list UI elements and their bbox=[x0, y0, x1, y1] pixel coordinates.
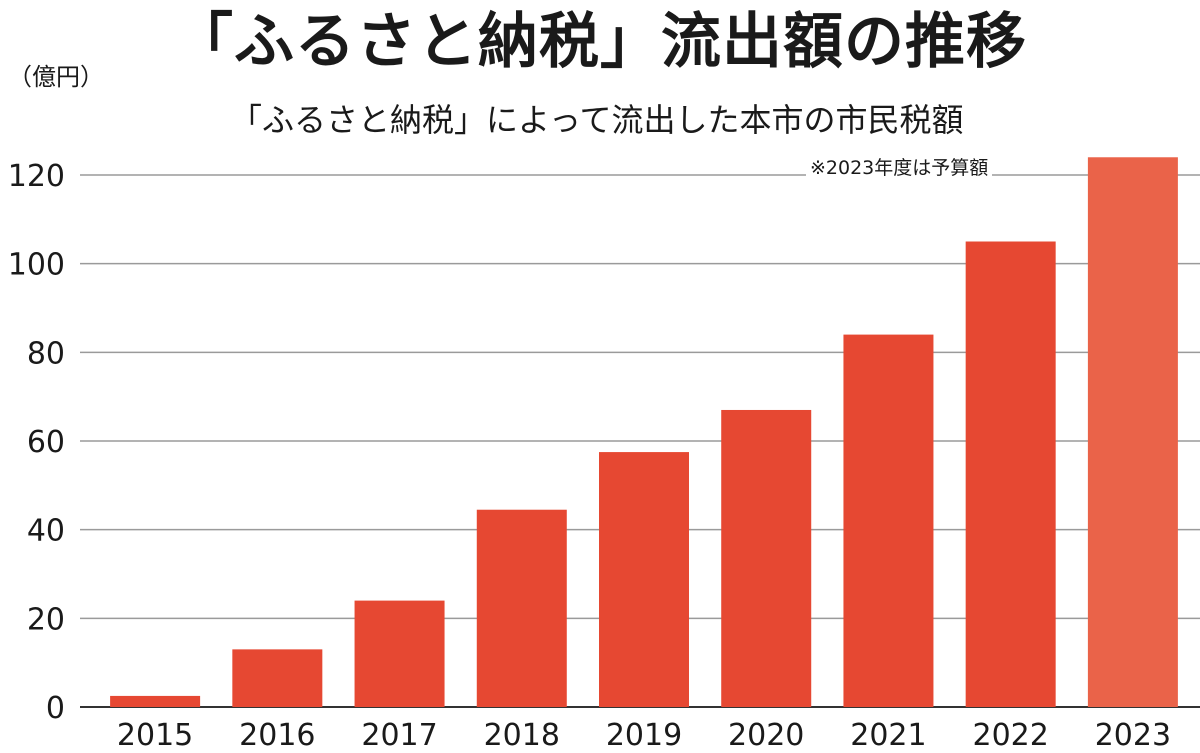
y-tick-label: 0 bbox=[46, 691, 65, 726]
chart-title: 「ふるさと納税」流出額の推移 bbox=[173, 7, 1027, 77]
y-axis-ticks: 0 20 40 60 80 100 120 bbox=[8, 159, 65, 726]
y-axis-unit-label: （億円） bbox=[8, 63, 104, 91]
chart-subtitle: 「ふるさと納税」によって流出した本市の市民税額 bbox=[230, 101, 964, 139]
y-tick-label: 20 bbox=[27, 602, 65, 637]
bar-2018 bbox=[476, 509, 567, 707]
bar-2016 bbox=[232, 649, 323, 707]
bar-2020 bbox=[721, 409, 812, 707]
x-tick-label: 2022 bbox=[972, 718, 1048, 753]
y-tick-label: 80 bbox=[27, 336, 65, 371]
x-tick-label: 2019 bbox=[606, 718, 682, 753]
x-tick-label: 2018 bbox=[484, 718, 560, 753]
bar-2021 bbox=[843, 334, 934, 707]
x-tick-label: 2017 bbox=[361, 718, 437, 753]
bar-2022 bbox=[965, 241, 1056, 707]
x-tick-label: 2016 bbox=[239, 718, 315, 753]
bars bbox=[110, 157, 1178, 707]
budget-note: ※2023年度は予算額 bbox=[806, 156, 993, 180]
x-tick-label: 2021 bbox=[850, 718, 926, 753]
bar-2019 bbox=[599, 452, 689, 707]
y-tick-label: 60 bbox=[27, 425, 65, 460]
x-axis-ticks: 2015 2016 2017 2018 2019 2020 2021 2022 2023 bbox=[117, 718, 1171, 753]
bar-2017 bbox=[354, 600, 445, 707]
y-tick-label: 100 bbox=[8, 248, 65, 283]
y-tick-label: 40 bbox=[27, 514, 65, 549]
x-tick-label: 2015 bbox=[117, 718, 193, 753]
x-tick-label: 2020 bbox=[728, 718, 804, 753]
bar-2015 bbox=[110, 695, 201, 707]
y-tick-label: 120 bbox=[8, 159, 65, 194]
x-tick-label: 2023 bbox=[1095, 718, 1171, 753]
bar-2023 bbox=[1087, 157, 1178, 707]
